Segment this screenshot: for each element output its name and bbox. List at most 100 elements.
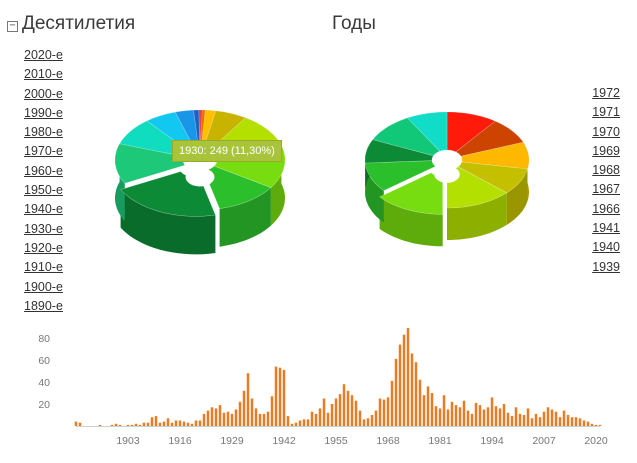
decade-item-1910е[interactable]: 1910-е <box>24 260 63 275</box>
bar-1975[interactable] <box>414 362 418 426</box>
bar-1945[interactable] <box>294 422 298 426</box>
bar-1971[interactable] <box>398 344 402 426</box>
decade-item-1930е[interactable]: 1930-е <box>24 221 63 236</box>
bar-1912[interactable] <box>162 421 166 426</box>
bar-1992[interactable] <box>482 409 486 427</box>
year-item-1970[interactable]: 1970 <box>592 124 620 139</box>
bar-2009[interactable] <box>550 409 554 427</box>
bar-1922[interactable] <box>202 413 206 426</box>
bar-1905[interactable] <box>134 423 138 426</box>
bar-1909[interactable] <box>150 417 154 426</box>
bar-1891[interactable] <box>78 422 82 426</box>
bar-1927[interactable] <box>222 412 226 426</box>
bar-1995[interactable] <box>494 406 498 426</box>
bar-1973[interactable] <box>406 328 410 426</box>
pie-slice-1939[interactable] <box>406 111 448 152</box>
bar-1925[interactable] <box>214 408 218 426</box>
year-item-1967[interactable]: 1967 <box>592 182 620 197</box>
bar-1978[interactable] <box>426 386 430 426</box>
bar-2011[interactable] <box>558 417 562 426</box>
bar-1967[interactable] <box>382 399 386 426</box>
bar-1982[interactable] <box>442 395 446 426</box>
year-item-1966[interactable]: 1966 <box>592 201 620 216</box>
bar-1962[interactable] <box>362 419 366 426</box>
bar-2001[interactable] <box>518 413 522 426</box>
bar-1972[interactable] <box>402 334 406 426</box>
bar-1979[interactable] <box>430 393 434 426</box>
bar-1903[interactable] <box>126 424 130 426</box>
bar-1940[interactable] <box>274 366 278 426</box>
bar-2006[interactable] <box>538 417 542 426</box>
bar-1960[interactable] <box>354 400 358 426</box>
decade-item-1970е[interactable]: 1970-е <box>24 144 63 159</box>
bar-1987[interactable] <box>462 400 466 426</box>
bar-1937[interactable] <box>262 413 266 426</box>
bar-1896[interactable] <box>98 424 102 426</box>
bar-1977[interactable] <box>422 395 426 426</box>
collapse-toggle[interactable]: − <box>7 21 18 32</box>
bar-1958[interactable] <box>346 390 350 426</box>
bar-1936[interactable] <box>258 413 262 426</box>
bar-1914[interactable] <box>170 422 174 426</box>
bar-2015[interactable] <box>574 417 578 426</box>
bar-1986[interactable] <box>458 407 462 426</box>
decade-item-2020е[interactable]: 2020-е <box>24 48 63 62</box>
year-item-1969[interactable]: 1969 <box>592 143 620 158</box>
bar-1904[interactable] <box>130 424 134 426</box>
bar-1918[interactable] <box>186 422 190 426</box>
bar-2012[interactable] <box>562 410 566 426</box>
bar-1946[interactable] <box>298 420 302 427</box>
bar-1947[interactable] <box>302 419 306 426</box>
bar-2005[interactable] <box>534 413 538 426</box>
bar-1907[interactable] <box>142 422 146 426</box>
year-item-1939[interactable]: 1939 <box>592 259 620 274</box>
bar-1961[interactable] <box>358 410 362 426</box>
bar-2019[interactable] <box>590 423 594 426</box>
bar-1908[interactable] <box>146 422 150 426</box>
bar-2017[interactable] <box>582 420 586 427</box>
bar-1996[interactable] <box>498 408 502 426</box>
bar-2014[interactable] <box>570 417 574 426</box>
bar-2003[interactable] <box>526 408 530 426</box>
bar-1985[interactable] <box>454 405 458 426</box>
bar-1943[interactable] <box>286 416 290 426</box>
bar-1980[interactable] <box>434 406 438 426</box>
bar-1930[interactable] <box>234 409 238 427</box>
bar-1983[interactable] <box>446 409 450 427</box>
bar-1911[interactable] <box>158 422 162 426</box>
bar-2002[interactable] <box>522 415 526 426</box>
bar-2007[interactable] <box>542 411 546 426</box>
bar-1955[interactable] <box>334 398 338 427</box>
bar-1954[interactable] <box>330 404 334 426</box>
bar-2018[interactable] <box>586 421 590 426</box>
bar-1965[interactable] <box>374 410 378 426</box>
bar-1976[interactable] <box>418 379 422 426</box>
bar-1950[interactable] <box>314 413 318 426</box>
bar-2000[interactable] <box>514 407 518 426</box>
bar-2021[interactable] <box>598 424 602 426</box>
bar-1928[interactable] <box>226 411 230 426</box>
bar-1952[interactable] <box>322 398 326 427</box>
decade-item-1940е[interactable]: 1940-е <box>24 202 63 217</box>
bar-1935[interactable] <box>254 408 258 426</box>
bar-1916[interactable] <box>178 420 182 427</box>
bar-1991[interactable] <box>478 405 482 426</box>
bar-1934[interactable] <box>250 398 254 427</box>
decade-item-1950е[interactable]: 1950-е <box>24 183 63 198</box>
decade-item-1980е[interactable]: 1980-е <box>24 125 63 140</box>
bar-2008[interactable] <box>546 407 550 426</box>
bar-1938[interactable] <box>266 411 270 426</box>
bar-1949[interactable] <box>310 411 314 426</box>
bar-1915[interactable] <box>174 420 178 427</box>
bar-1989[interactable] <box>470 413 474 426</box>
bar-1970[interactable] <box>394 358 398 426</box>
bar-2010[interactable] <box>554 411 558 426</box>
bar-1948[interactable] <box>306 419 310 426</box>
bar-1944[interactable] <box>290 423 294 426</box>
bar-1981[interactable] <box>438 408 442 426</box>
decade-item-2010е[interactable]: 2010-е <box>24 67 63 82</box>
year-item-1941[interactable]: 1941 <box>592 221 620 236</box>
bar-1951[interactable] <box>318 408 322 426</box>
bar-2020[interactable] <box>594 424 598 426</box>
bar-1933[interactable] <box>246 373 250 426</box>
